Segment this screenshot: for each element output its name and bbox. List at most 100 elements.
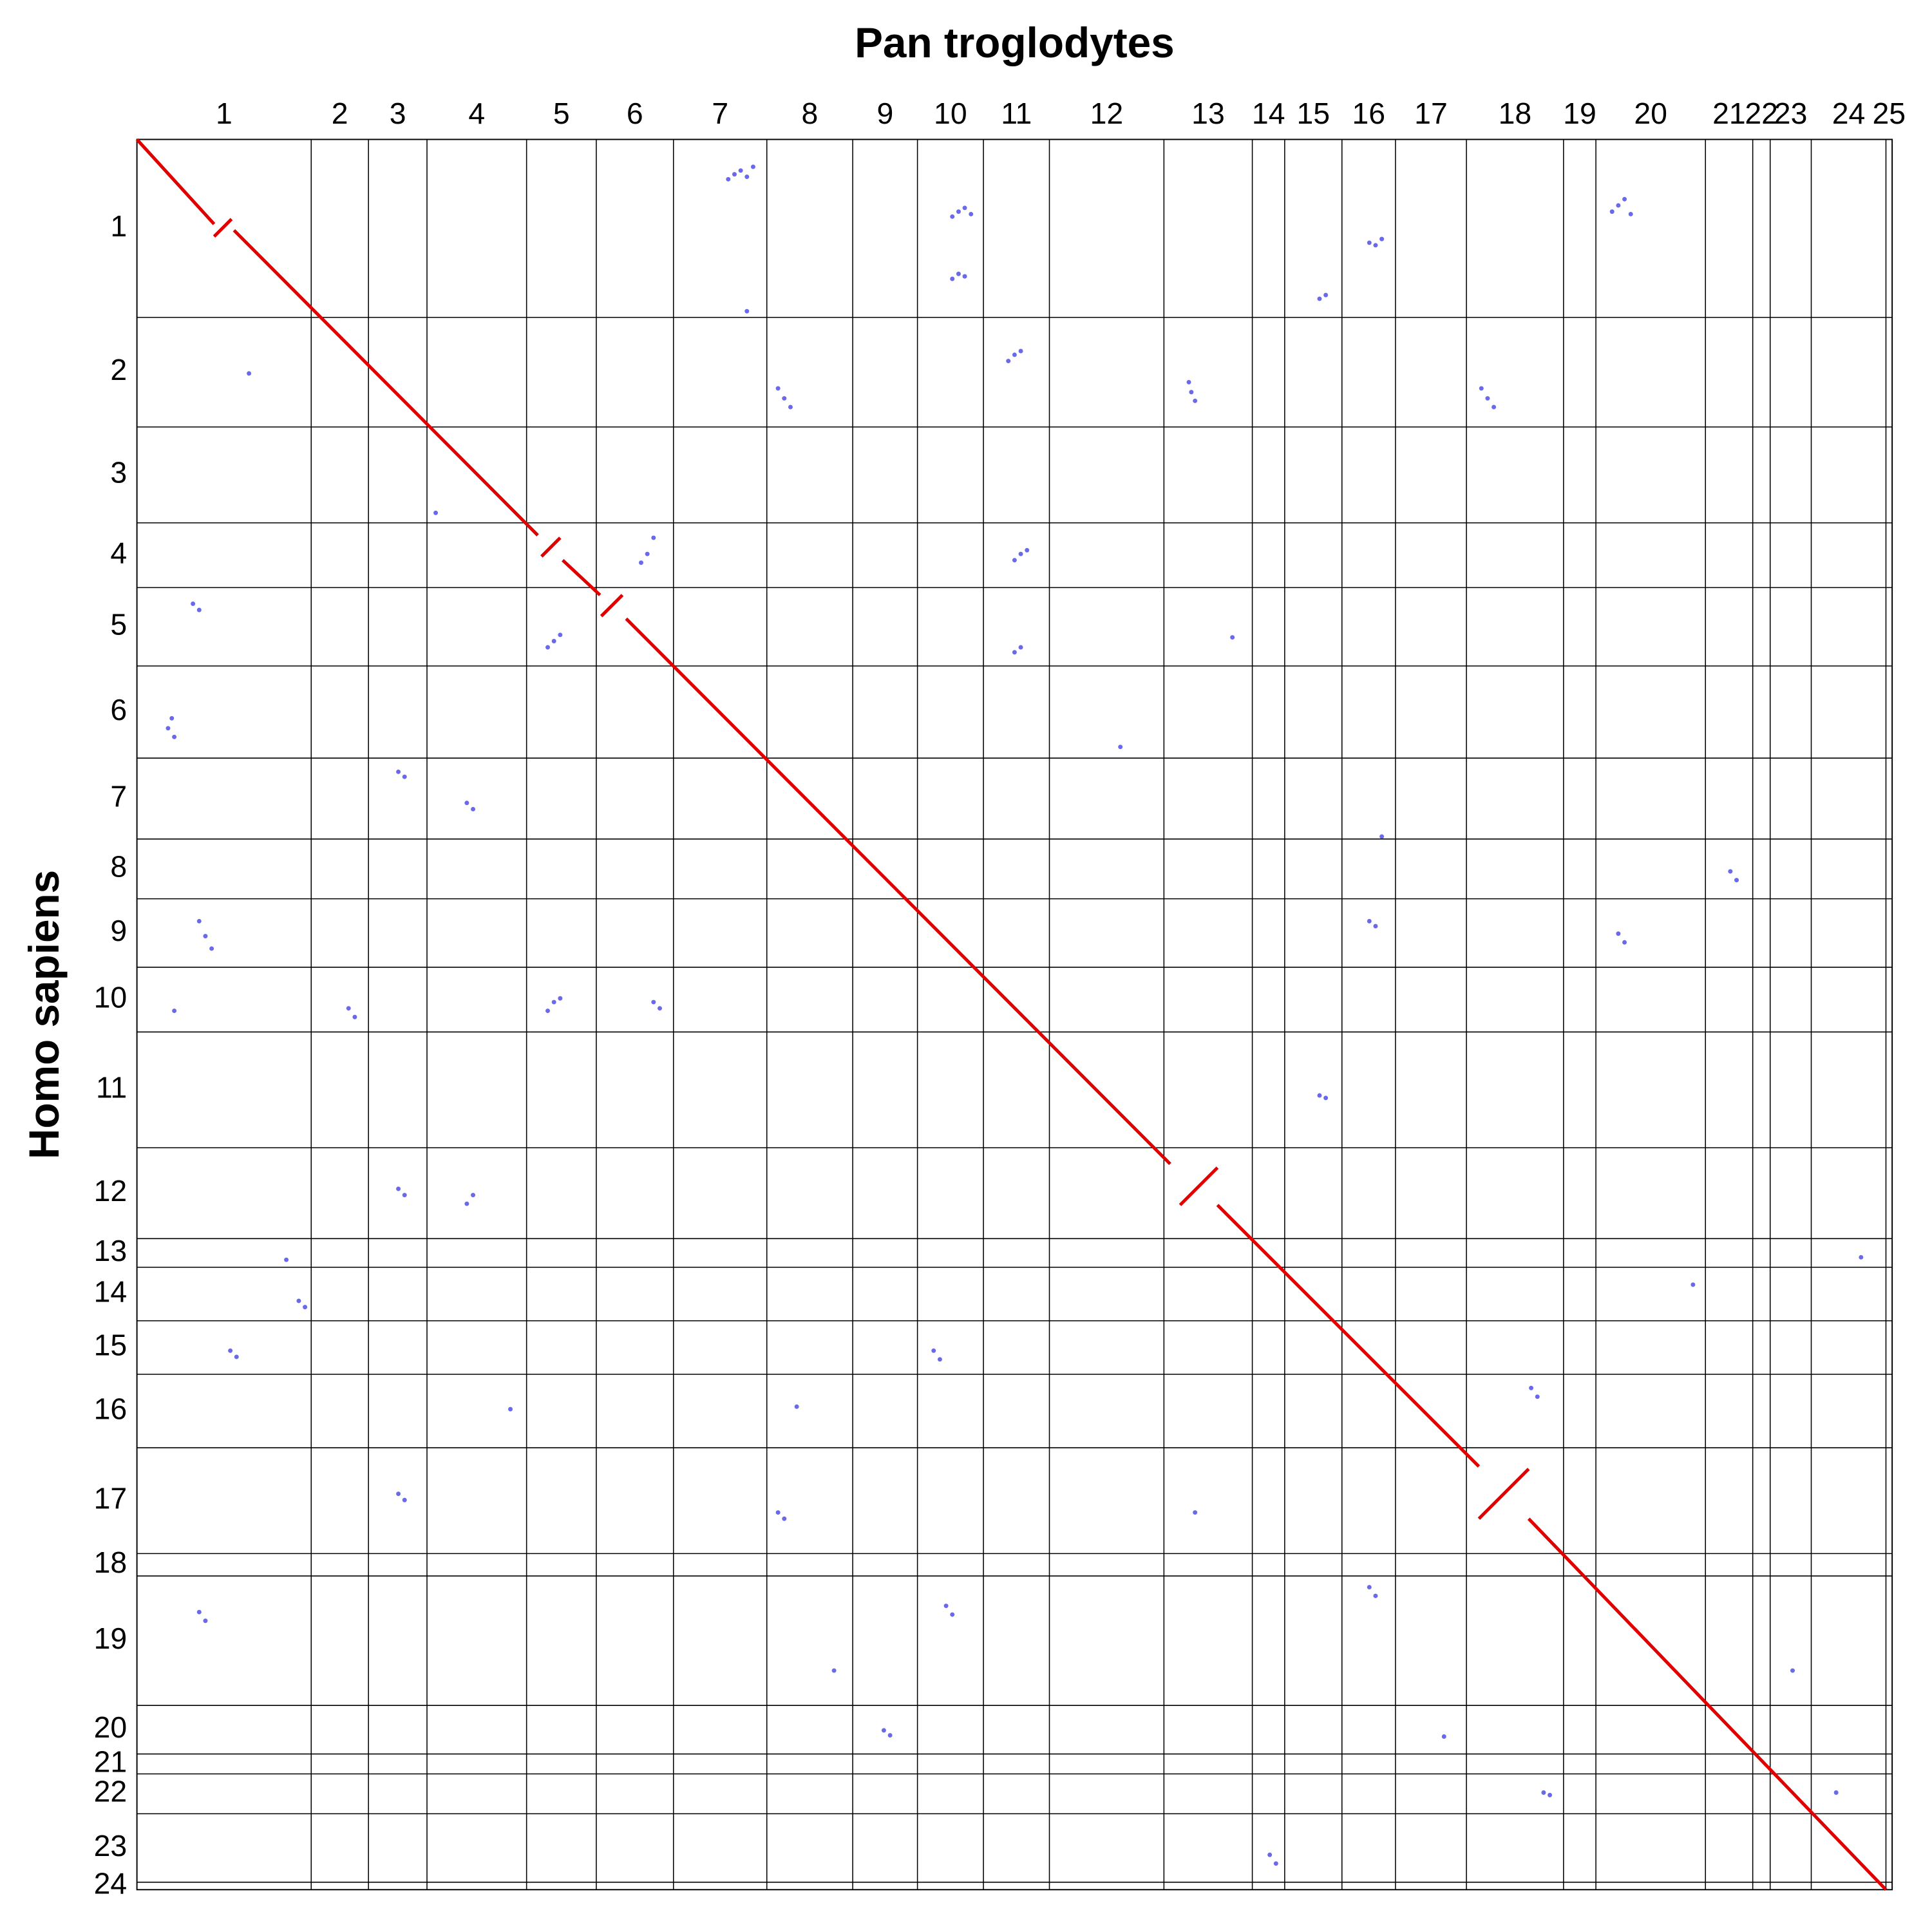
y-tick-label: 6 [110,693,127,726]
y-tick-label: 23 [94,1829,128,1862]
x-tick-label: 9 [876,97,893,130]
y-tick-label: 11 [96,1071,127,1104]
dot [1193,1510,1198,1515]
y-tick-label: 4 [110,536,127,569]
dot [346,1006,351,1011]
dot [1485,396,1490,401]
x-tick-label: 7 [712,97,728,130]
y-tick-label: 21 [94,1745,128,1778]
dot [1012,650,1017,655]
dot [1367,1585,1372,1590]
x-tick-label: 3 [390,97,406,130]
dot [782,396,787,401]
dot [1018,348,1023,354]
dot [1728,869,1733,874]
x-tick-label: 19 [1563,97,1596,130]
dot [1441,1734,1446,1739]
dot [1833,1790,1839,1795]
dot [831,1668,837,1673]
dot [196,918,202,923]
x-tick-label: 24 [1832,97,1866,130]
dot [1118,744,1123,750]
dot [303,1305,308,1310]
dot [969,211,974,216]
dot [651,999,656,1005]
dot [1012,558,1017,563]
dot [1616,203,1621,208]
dot [396,769,401,774]
dot [558,632,563,638]
dot [1230,635,1235,640]
dot [196,1609,202,1615]
dot [1373,243,1378,248]
y-tick-label: 13 [94,1234,128,1267]
x-tick-label: 6 [627,97,643,130]
dot [203,934,208,939]
x-tick-label: 1 [216,97,232,130]
y-tick-label: 7 [110,779,127,813]
dot [464,800,469,806]
dot [881,1728,886,1733]
dot [794,1404,799,1409]
y-tick-label: 19 [94,1622,128,1655]
dot [464,1201,469,1206]
dot [775,386,781,391]
dot [284,1257,289,1262]
x-tick-label: 23 [1774,97,1808,130]
dot [471,1193,476,1198]
dot [172,734,177,739]
dot [775,1510,781,1515]
dot [1018,551,1023,556]
dot [1628,211,1633,216]
dot [1193,398,1198,403]
dot [744,175,750,179]
dot [962,205,967,211]
dot [1548,1792,1553,1797]
x-tick-label: 4 [468,97,485,130]
dot [558,996,563,1001]
y-tick-label: 20 [94,1710,128,1744]
dot [788,404,793,410]
y-tick-label: 9 [110,914,127,947]
dot [396,1186,401,1191]
dot [651,535,656,540]
y-tick-label: 8 [110,849,127,883]
dot [172,1009,177,1014]
dot [956,209,961,214]
y-tick-label: 22 [94,1775,128,1808]
dot [1273,1861,1278,1866]
dot [1323,292,1329,298]
dot [726,176,731,182]
dot [1006,359,1011,364]
x-tick-label: 8 [802,97,819,130]
dot [1323,1095,1329,1101]
dot [203,1618,208,1624]
dot [1189,390,1194,395]
alignment-line [135,138,1888,1891]
dot [658,1006,662,1011]
dot [402,1193,407,1198]
y-tick-label: 16 [94,1392,128,1425]
dot [931,1348,936,1353]
y-tick-label: 2 [110,353,127,386]
x-tick-label: 14 [1252,97,1285,130]
dot [1267,1852,1273,1857]
x-tick-label: 21 [1712,97,1746,130]
dot [396,1492,401,1497]
dot [732,172,737,177]
dot [1690,1282,1696,1287]
dot [247,371,252,376]
dot [1373,923,1378,929]
dot [551,639,556,643]
dot [950,1612,955,1617]
dot [1373,1593,1378,1598]
y-tick-label: 24 [94,1867,128,1900]
dot [1379,236,1385,242]
dot [1622,940,1627,945]
x-tick-label: 22 [1745,97,1778,130]
dot [545,1009,550,1014]
dot [228,1348,233,1353]
dot [402,1497,407,1502]
dot [209,946,214,951]
dot [196,607,202,612]
